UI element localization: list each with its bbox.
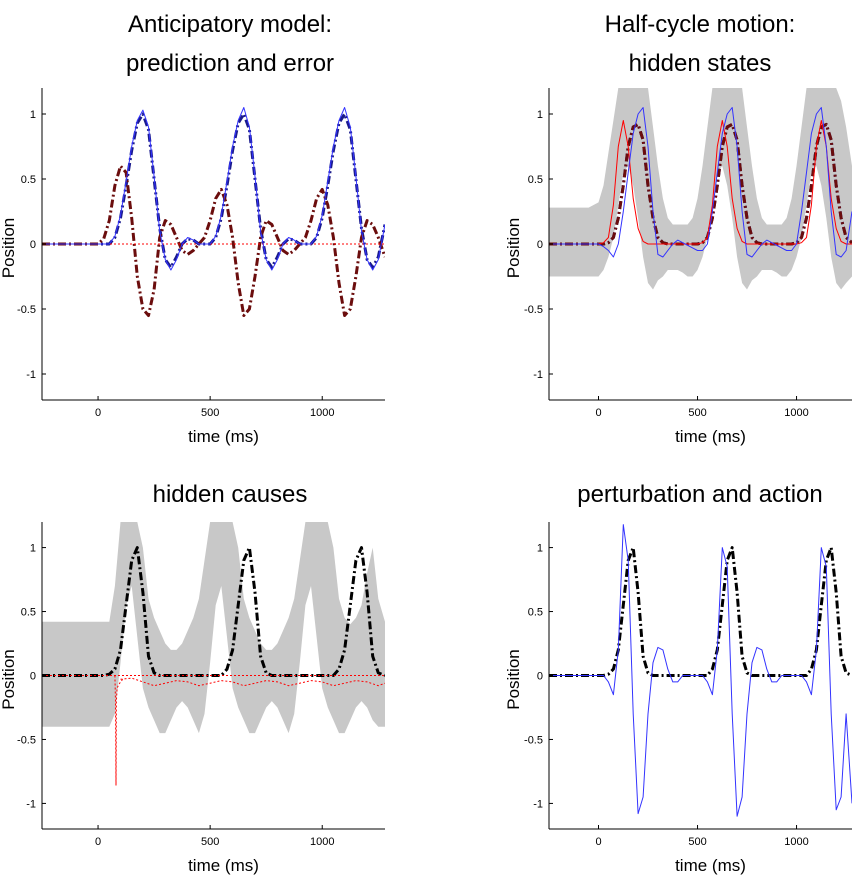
series-line — [42, 107, 385, 271]
x-tick-label: 0 — [95, 836, 101, 848]
y-tick-label: -0.5 — [524, 304, 543, 316]
y-tick-label: -0.5 — [17, 304, 36, 316]
plot-area — [549, 88, 852, 290]
y-tick-label: 0.5 — [528, 607, 543, 619]
y-tick-label: 1 — [537, 543, 543, 555]
x-tick-label: 500 — [688, 836, 706, 848]
y-axis-label: Position — [504, 649, 523, 709]
x-tick-label: 1000 — [784, 407, 808, 419]
x-axis-label: time (ms) — [675, 427, 746, 446]
panel-half-cycle-motion: Half-cycle motion: hidden states 1 0.5 0 -0.5… — [504, 11, 852, 446]
panel-anticipatory-model: Anticipatory model: prediction and error 1… — [0, 11, 385, 446]
x-tick-label: 500 — [201, 836, 219, 848]
y-axis-label: Position — [0, 218, 18, 278]
x-tick-label: 0 — [95, 407, 101, 419]
error-spike — [114, 675, 124, 786]
chart-title-line: hidden causes — [153, 481, 308, 508]
series-line — [549, 120, 852, 245]
chart-title-line: perturbation and action — [577, 481, 823, 508]
y-tick-label: 0 — [537, 671, 543, 683]
x-axis-label: time (ms) — [188, 427, 259, 446]
y-tick-label: -1 — [26, 369, 36, 381]
series-line — [549, 524, 852, 817]
plot-area — [42, 522, 385, 786]
y-tick-label: 0 — [537, 239, 543, 251]
x-tick-label: 500 — [201, 407, 219, 419]
x-axis-label: time (ms) — [675, 856, 746, 875]
y-tick-label: -0.5 — [524, 734, 543, 746]
y-tick-label: -0.5 — [17, 734, 36, 746]
y-tick-label: 1 — [30, 109, 36, 121]
y-axis-label: Position — [0, 649, 18, 709]
x-tick-label: 1000 — [310, 407, 334, 419]
y-tick-label: -1 — [533, 369, 543, 381]
x-tick-label: 1000 — [310, 836, 334, 848]
chart-title-line: prediction and error — [126, 50, 334, 77]
series-line — [549, 122, 852, 246]
x-tick-label: 500 — [688, 407, 706, 419]
y-tick-label: 1 — [537, 109, 543, 121]
y-tick-label: 0.5 — [21, 607, 36, 619]
y-tick-label: -1 — [26, 798, 36, 810]
panel-hidden-causes: hidden causes 1 0.5 0 -0.5 -1 0 500 1000 time (ms… — [0, 481, 385, 875]
series-line — [549, 107, 852, 258]
series-line — [549, 546, 852, 677]
y-tick-label: 0.5 — [528, 174, 543, 186]
x-axis-label: time (ms) — [188, 856, 259, 875]
y-axis-label: Position — [504, 218, 523, 278]
y-tick-label: -1 — [533, 798, 543, 810]
x-tick-label: 0 — [595, 407, 601, 419]
chart-title-line: Half-cycle motion: — [605, 11, 796, 38]
confidence-band — [42, 522, 385, 734]
series-line — [42, 164, 385, 317]
y-tick-label: 0 — [30, 239, 36, 251]
x-tick-label: 0 — [595, 836, 601, 848]
confidence-band — [549, 88, 852, 290]
chart-title-line: Anticipatory model: — [128, 11, 332, 38]
plot-area — [549, 524, 852, 817]
chart-title-line: hidden states — [629, 50, 772, 77]
panel-perturbation-and-action: perturbation and action 1 0.5 0 -0.5 -1 0 500 10… — [504, 481, 852, 875]
y-tick-label: 0.5 — [21, 174, 36, 186]
x-tick-label: 1000 — [784, 836, 808, 848]
series-line — [42, 546, 385, 677]
plot-area — [42, 107, 385, 317]
y-tick-label: 1 — [30, 543, 36, 555]
y-tick-label: 0 — [30, 671, 36, 683]
